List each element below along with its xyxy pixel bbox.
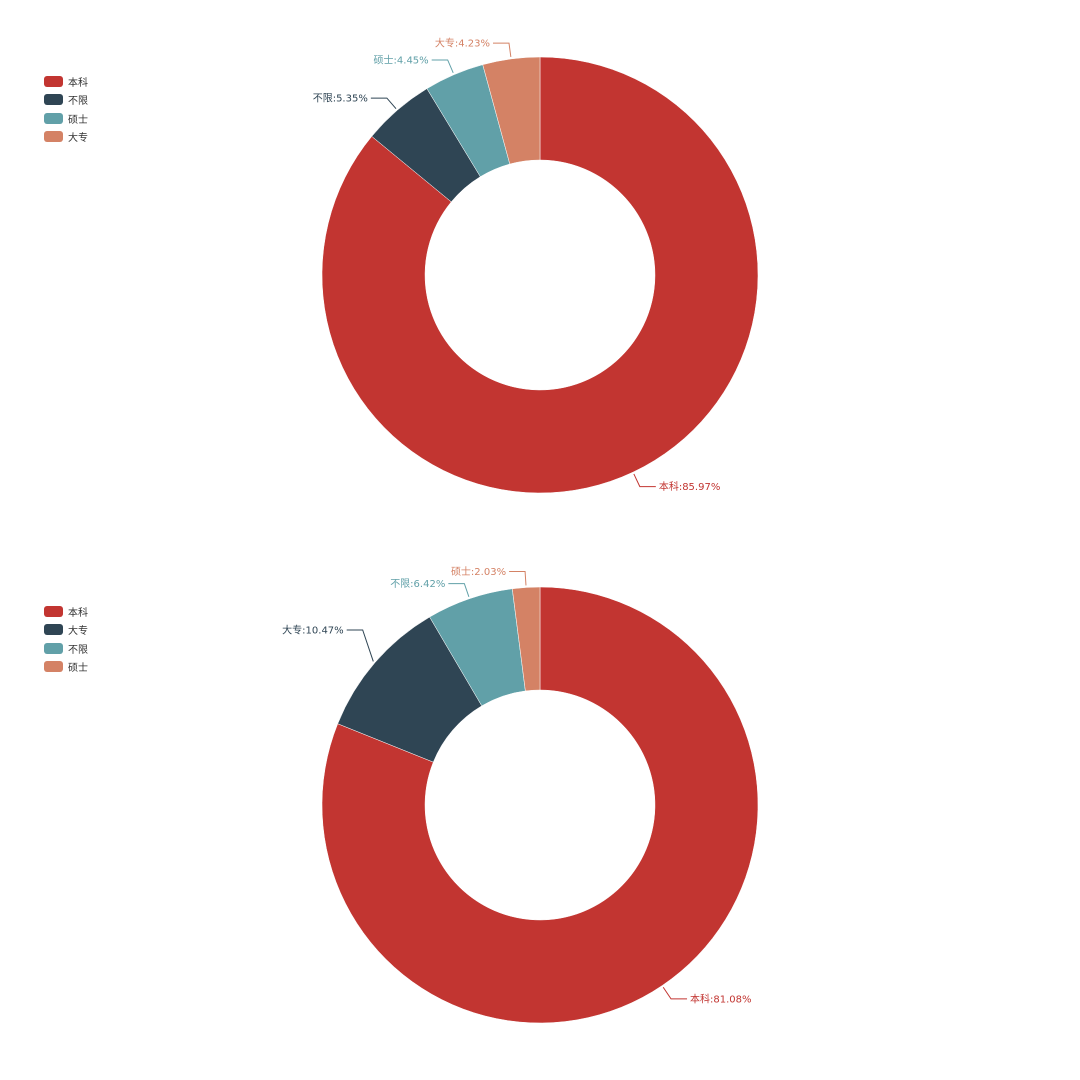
legend-swatch: [44, 75, 63, 87]
slice-label: 硕士:2.03%: [451, 565, 506, 578]
slice-label: 大专:4.23%: [435, 37, 490, 50]
donut-chart-1: 本科不限硕士大专 本科:85.97% 不限:5.35% 硕士:4.45% 大专:4.2…: [0, 0, 1080, 530]
legend-item[interactable]: 大专: [44, 128, 88, 147]
label-leader-line: [509, 570, 527, 586]
legend-label: 硕士: [68, 114, 88, 126]
donut-chart-2: 本科大专不限硕士 本科:81.08% 大专:10.47% 不限:6.42% 硕士:2.…: [0, 530, 1080, 1060]
label-leader-line: [370, 97, 397, 109]
label-leader-line: [633, 473, 656, 488]
legend: 本科 不限 硕士 大专: [44, 72, 88, 146]
legend-label: 不限: [68, 644, 88, 656]
slice-label: 硕士:4.45%: [374, 53, 429, 66]
legend-swatch: [44, 605, 63, 617]
legend-swatch: [44, 131, 63, 143]
legend-swatch: [44, 661, 63, 673]
legend-item[interactable]: 本科: [44, 602, 88, 621]
legend-label: 大专: [68, 133, 88, 145]
legend-item[interactable]: 大专: [44, 621, 88, 640]
label-leader-line: [492, 42, 512, 58]
label-leader-line: [448, 583, 470, 597]
donut-slice[interactable]: [511, 586, 541, 692]
slice-label: 大专:10.47%: [282, 624, 344, 637]
donut-svg: 本科:81.08% 大专:10.47% 不限:6.42% 硕士:2.03%: [282, 565, 759, 1024]
slice-label: 本科:85.97%: [659, 480, 721, 493]
legend: 本科 大专 不限 硕士: [44, 602, 88, 676]
legend-label: 硕士: [68, 663, 88, 675]
legend-label: 本科: [68, 607, 88, 619]
legend-label: 本科: [68, 77, 88, 89]
donut-svg: 本科:85.97% 不限:5.35% 硕士:4.45% 大专:4.23%: [313, 37, 759, 494]
legend-item[interactable]: 硕士: [44, 109, 88, 128]
legend-item[interactable]: 不限: [44, 91, 88, 110]
legend-swatch: [44, 624, 63, 636]
legend-item[interactable]: 硕士: [44, 658, 88, 677]
slice-label: 本科:81.08%: [690, 992, 752, 1005]
donut-slice[interactable]: [482, 56, 541, 165]
legend-item[interactable]: 本科: [44, 72, 88, 91]
slice-label: 不限:5.35%: [313, 93, 368, 105]
legend-swatch: [44, 94, 63, 106]
legend-label: 不限: [68, 96, 88, 108]
label-leader-line: [662, 986, 688, 1000]
legend-label: 大专: [68, 626, 88, 638]
donut-slice[interactable]: [321, 56, 759, 494]
slice-label: 不限:6.42%: [390, 578, 445, 590]
label-leader-line: [431, 59, 454, 74]
legend-item[interactable]: 不限: [44, 639, 88, 658]
legend-swatch: [44, 642, 63, 654]
donut-slice[interactable]: [321, 586, 759, 1024]
legend-swatch: [44, 112, 63, 124]
label-leader-line: [346, 629, 374, 662]
